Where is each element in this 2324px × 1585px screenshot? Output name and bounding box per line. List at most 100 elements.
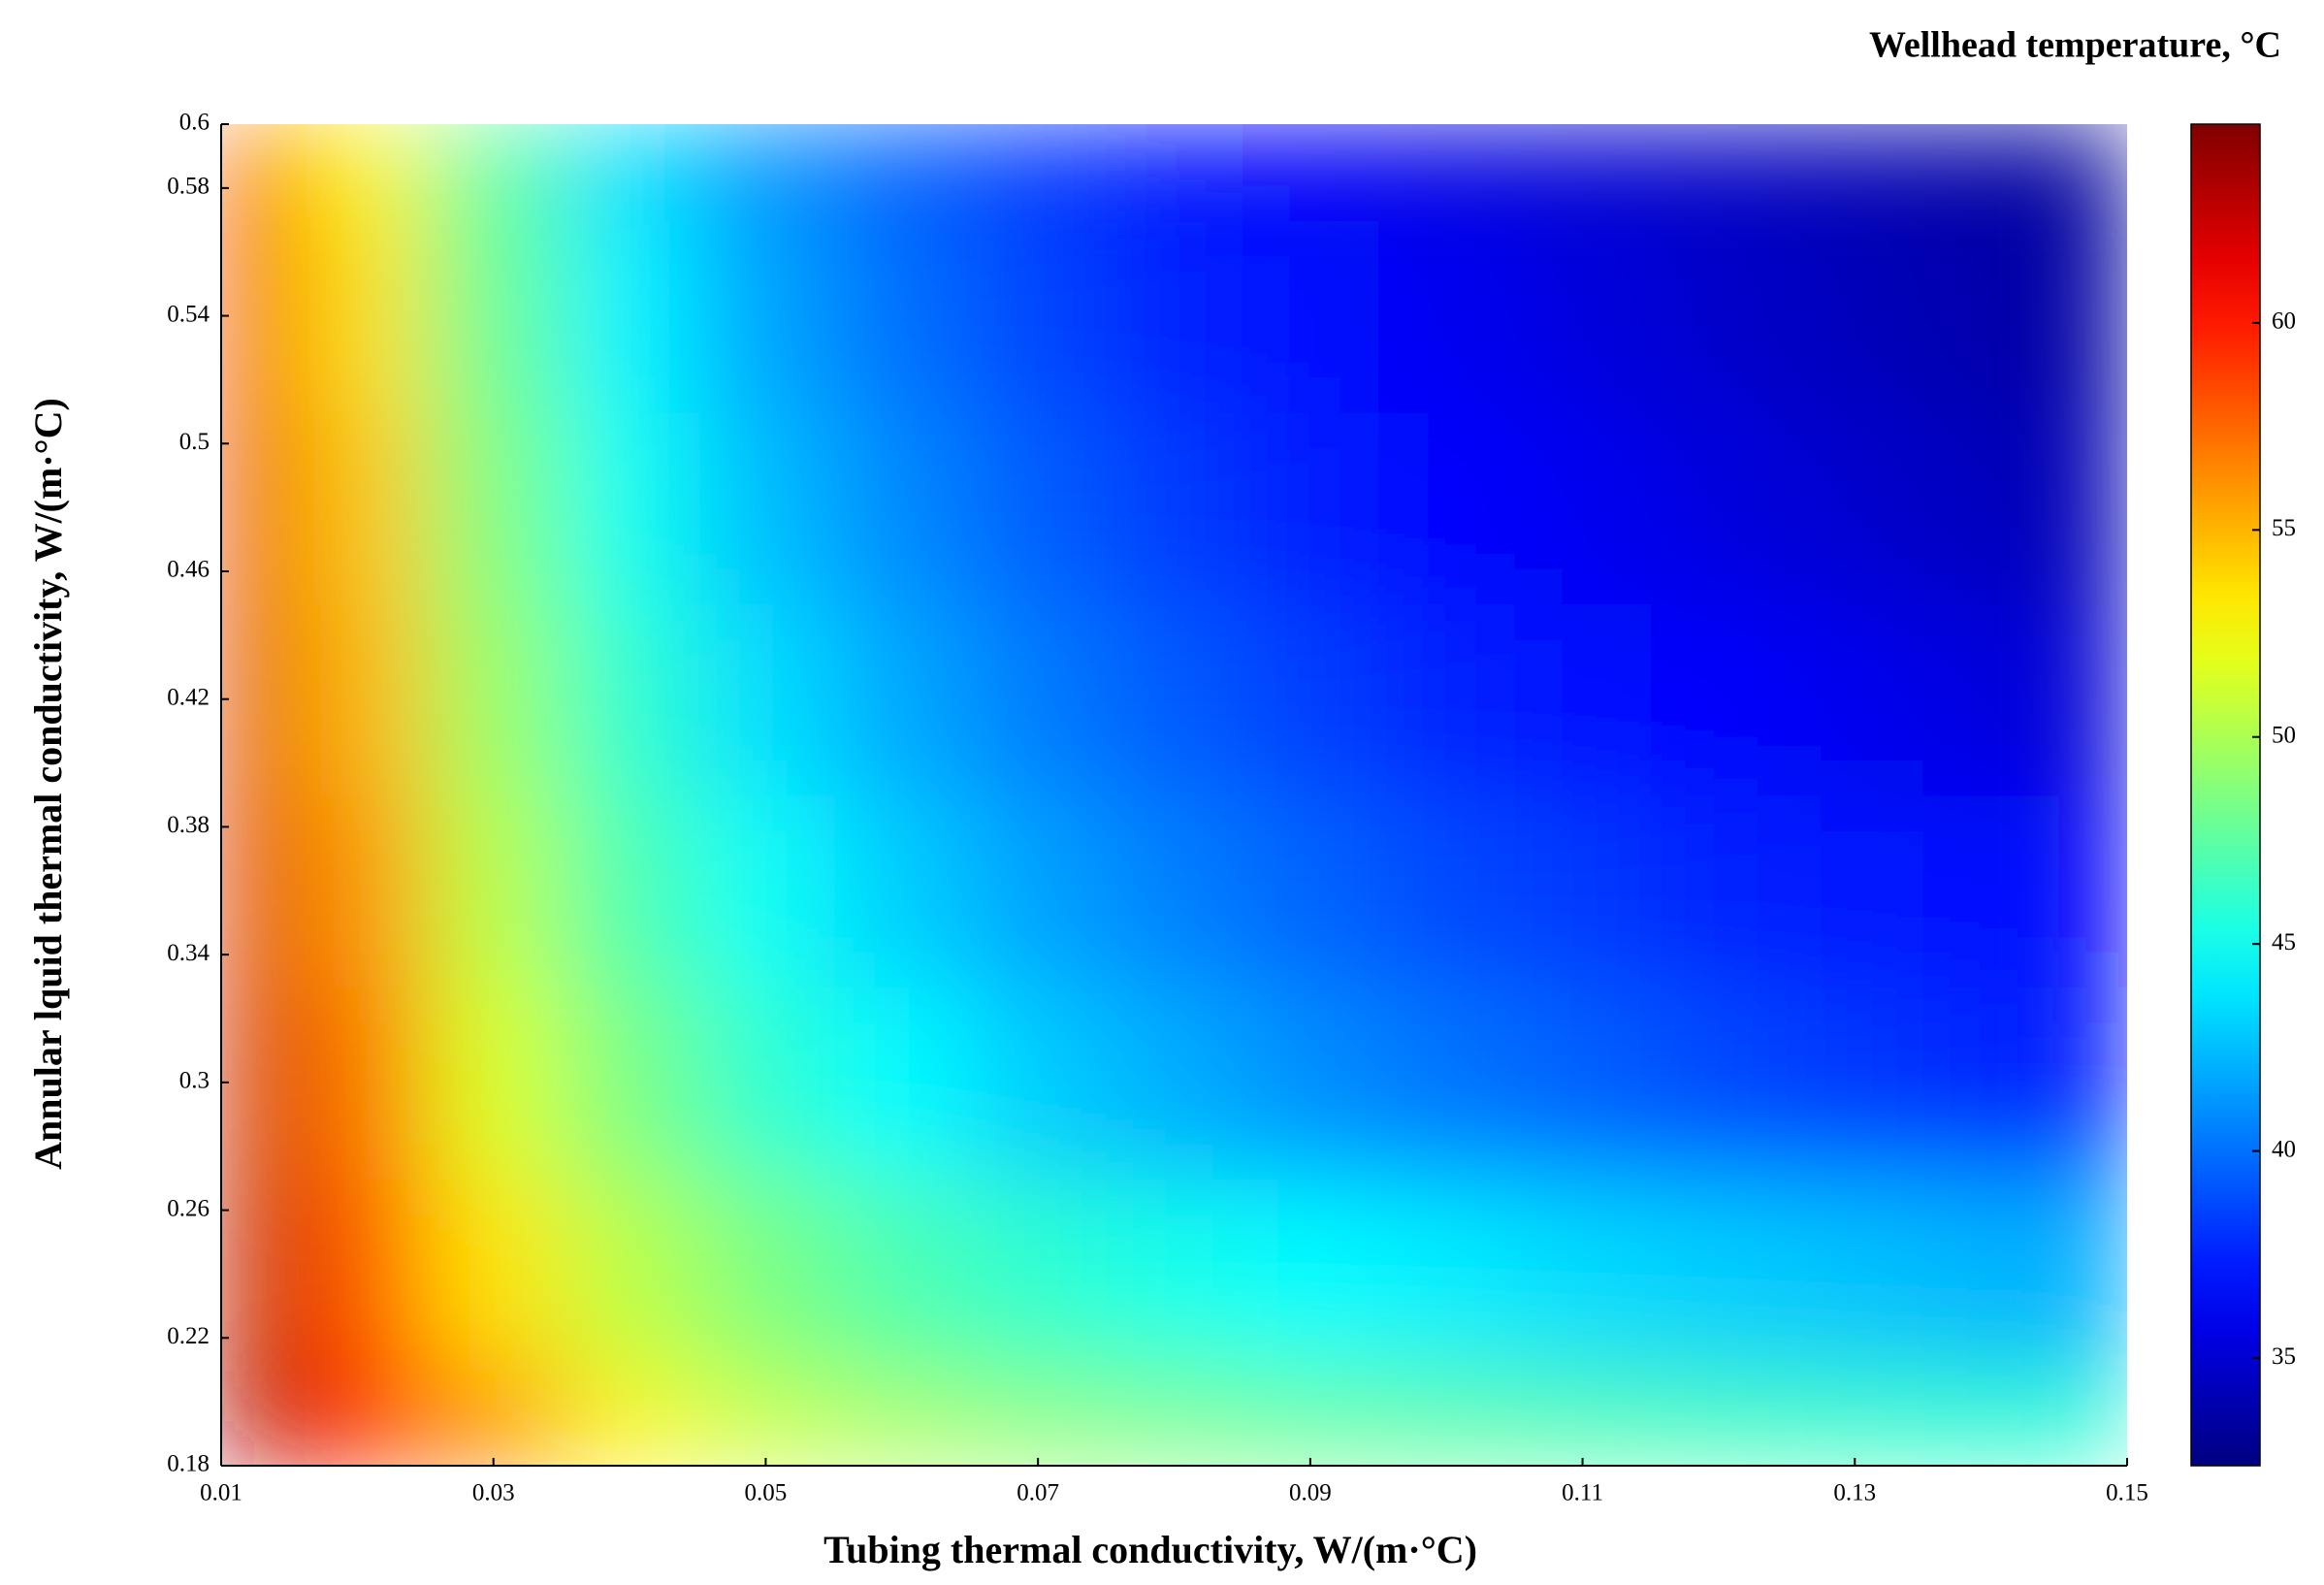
heat-cell [1378, 987, 1516, 1180]
heat-cell [289, 794, 427, 988]
heat-cell [425, 411, 563, 604]
y-tick-label: 0.18 [167, 1451, 210, 1477]
x-tick-label: 0.11 [1562, 1480, 1603, 1506]
heat-cell [1242, 1178, 1380, 1372]
y-tick-label: 0.38 [167, 812, 210, 838]
heat-cell [1514, 1370, 1652, 1466]
heat-cell [1650, 987, 1789, 1180]
heat-cell [1378, 219, 1516, 413]
heat-cell [969, 794, 1108, 988]
y-tick-label: 0.22 [167, 1323, 210, 1349]
heat-cell [697, 987, 835, 1180]
colorbar-tick-label: 60 [2272, 308, 2296, 335]
heat-cell [1242, 794, 1380, 988]
heat-cell [2058, 1370, 2127, 1466]
heat-cell [425, 602, 563, 796]
heat-cell [969, 411, 1108, 604]
heat-cell [1650, 602, 1789, 796]
x-axis-label: Tubing thermal conductivity, W/(m·°C) [823, 1528, 1477, 1571]
heat-cell [1922, 794, 2060, 988]
colorbar [2190, 123, 2261, 1467]
heat-cell [1787, 124, 1924, 221]
heat-cell [1514, 602, 1652, 796]
heat-cell [2058, 219, 2127, 413]
heat-cell [697, 124, 835, 221]
heat-cell [1514, 219, 1652, 413]
heat-cell [1242, 219, 1380, 413]
y-tick-label: 0.58 [167, 174, 210, 200]
heat-cell [1922, 411, 2060, 604]
heat-cell [425, 1370, 563, 1466]
heat-cell [561, 219, 699, 413]
heat-cell [1242, 987, 1380, 1180]
heat-cell [1650, 124, 1789, 221]
heat-cell [1650, 411, 1789, 604]
heatmap [221, 124, 2127, 1466]
heat-cell [1514, 987, 1652, 1180]
heat-cell [221, 602, 291, 796]
heat-cell [1378, 1178, 1516, 1372]
colorbar-tick-label: 35 [2272, 1343, 2296, 1370]
y-tick-label: 0.46 [167, 557, 210, 583]
heat-cell [697, 1370, 835, 1466]
y-tick-label: 0.34 [167, 940, 210, 966]
heat-cell [697, 1178, 835, 1372]
heat-cell [1106, 411, 1243, 604]
heat-cell [1378, 411, 1516, 604]
heat-cell [561, 794, 699, 988]
heat-cell [1514, 1178, 1652, 1372]
heat-cell [425, 987, 563, 1180]
heat-cell [969, 1178, 1108, 1372]
heat-cell [1514, 794, 1652, 988]
heat-cell [1106, 124, 1243, 221]
x-tick-label: 0.07 [1017, 1480, 1059, 1506]
colorbar-tick-label: 45 [2272, 929, 2296, 955]
heat-cell [1922, 124, 2060, 221]
heat-cell [1922, 1178, 2060, 1372]
colorbar-title: Wellhead temperature, °C [1869, 25, 2281, 66]
x-tick-label: 0.03 [472, 1480, 515, 1506]
heat-cell [697, 411, 835, 604]
heat-cell [833, 411, 971, 604]
heat-cell [2058, 602, 2127, 796]
heat-cell [1650, 1370, 1789, 1466]
heat-cell [289, 1370, 427, 1466]
heat-cell [221, 124, 291, 221]
y-tick-label: 0.54 [167, 301, 210, 327]
heat-cell [1106, 987, 1243, 1180]
heat-cell [1514, 411, 1652, 604]
heatmap-cells [221, 124, 2127, 1466]
heat-cell [1787, 411, 1924, 604]
heat-cell [1787, 1178, 1924, 1372]
y-tick-label: 0.3 [179, 1068, 210, 1094]
heat-cell [425, 124, 563, 221]
heat-cell [425, 219, 563, 413]
colorbar-tick-label: 40 [2272, 1136, 2296, 1162]
heat-cell [1242, 411, 1380, 604]
x-tick-label: 0.15 [2106, 1480, 2148, 1506]
heat-cell [1514, 124, 1652, 221]
heat-cell [1787, 987, 1924, 1180]
heat-cell [1242, 602, 1380, 796]
heat-cell [1650, 1178, 1789, 1372]
x-tick-label: 0.09 [1289, 1480, 1332, 1506]
heat-cell [221, 219, 291, 413]
heat-cell [969, 124, 1108, 221]
heat-cell [1378, 602, 1516, 796]
heat-cell [697, 794, 835, 988]
heat-cell [1650, 219, 1789, 413]
heat-cell [833, 1370, 971, 1466]
heat-cell [289, 219, 427, 413]
heat-cell [289, 411, 427, 604]
heat-cell [697, 219, 835, 413]
heat-cell [2058, 794, 2127, 988]
heat-cell [833, 987, 971, 1180]
x-tick-label: 0.13 [1833, 1480, 1876, 1506]
heat-cell [1106, 1178, 1243, 1372]
heat-cell [1106, 219, 1243, 413]
heat-cell [833, 602, 971, 796]
y-axis-label: Annular lquid thermal conductivity, W/(m… [26, 398, 70, 1170]
heat-cell [2058, 411, 2127, 604]
heat-cell [1378, 124, 1516, 221]
